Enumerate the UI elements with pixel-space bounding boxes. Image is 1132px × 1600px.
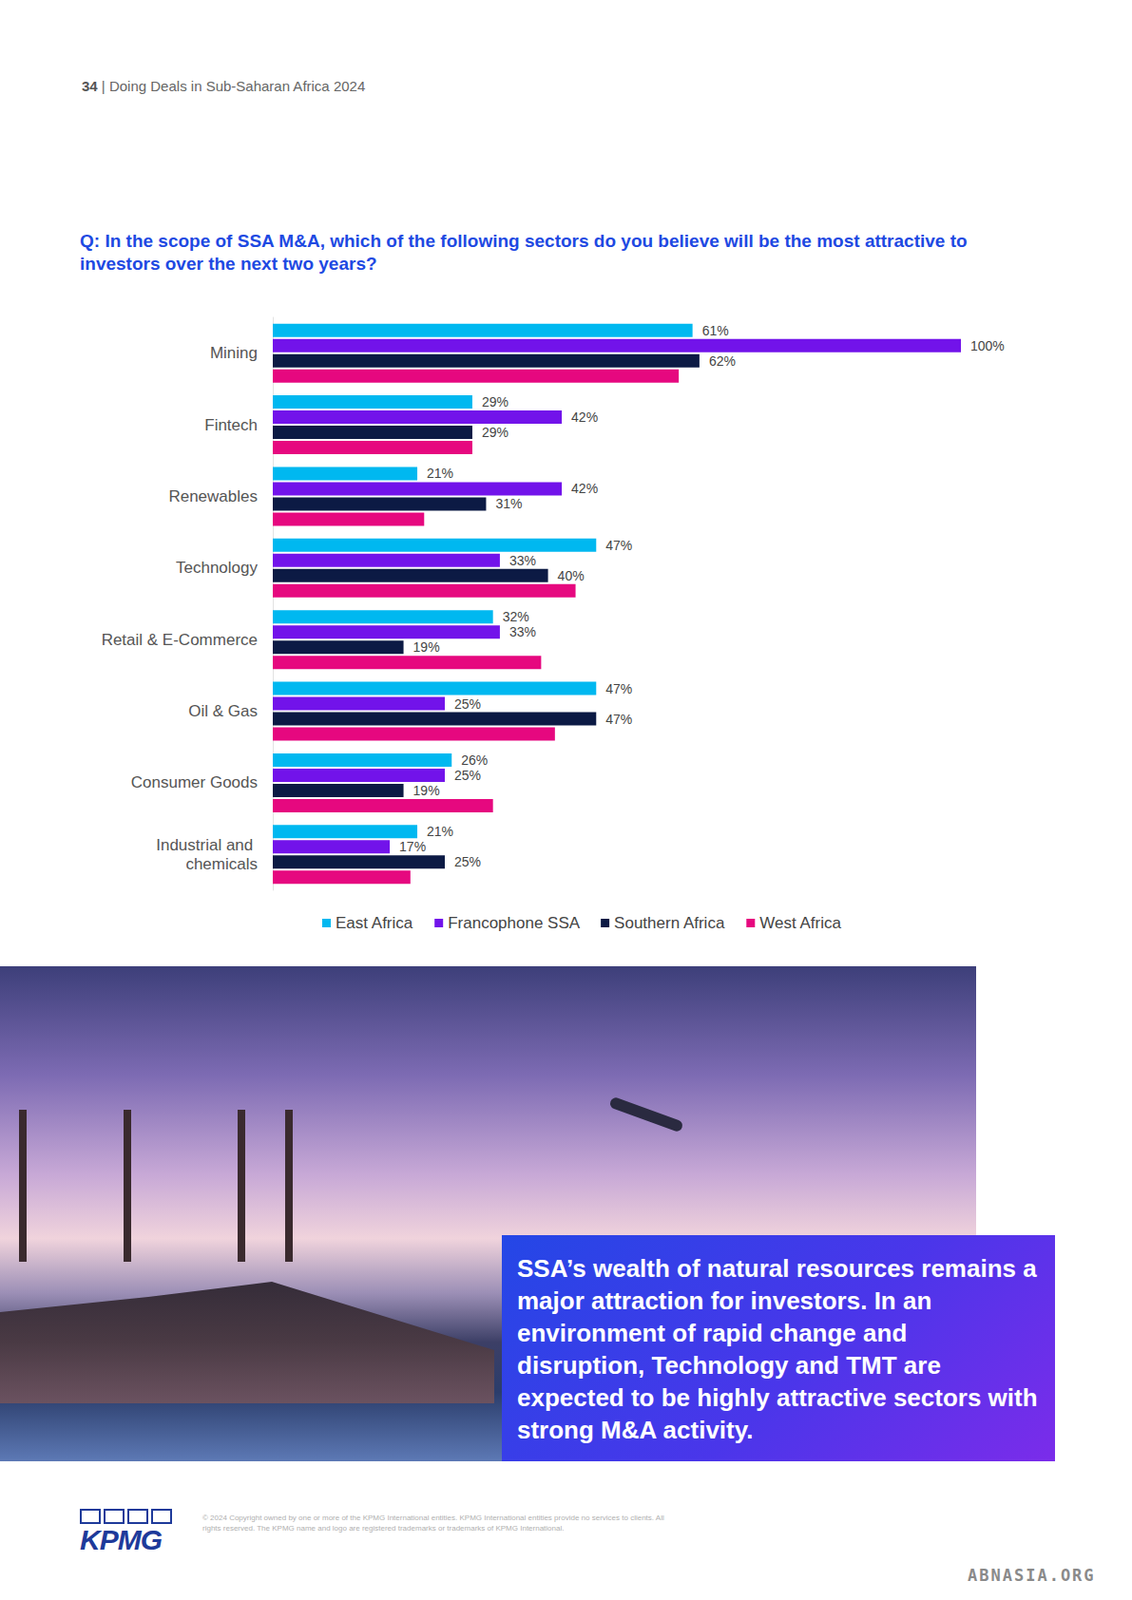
html-text:© 2024 Copyright owned by one: © 2024 Copyright owned by one or more of… (202, 1514, 665, 1534)
svg-text:19%: 19% (413, 639, 441, 655)
svg-text:33%: 33% (509, 624, 537, 640)
svg-text:25%: 25% (454, 767, 481, 784)
svg-text:Industrial and: Industrial and (155, 836, 258, 855)
svg-text:Retail & E-Commerce: Retail & E-Commerce (101, 631, 258, 650)
svg-text:29%: 29% (481, 424, 509, 441)
svg-text:Technology: Technology (175, 558, 259, 577)
html-text:34 | Doing Deals in Sub-Sahara: 34 | Doing Deals in Sub-Saharan Africa 2… (81, 77, 366, 95)
svg-text:Southern Africa: Southern Africa (613, 914, 726, 933)
svg-text:19%: 19% (413, 783, 441, 799)
svg-text:East Africa: East Africa (335, 914, 414, 933)
svg-text:47%: 47% (605, 711, 633, 728)
svg-text:47%: 47% (605, 537, 633, 554)
svg-text:31%: 31% (495, 496, 522, 512)
svg-text:61%: 61% (702, 323, 730, 339)
svg-text:42%: 42% (571, 480, 598, 497)
html-text:KPMG: KPMG (79, 1524, 162, 1556)
svg-text:Consumer Goods: Consumer Goods (131, 773, 258, 792)
svg-text:West Africa: West Africa (759, 914, 842, 933)
svg-text:Renewables: Renewables (168, 487, 258, 506)
svg-text:21%: 21% (426, 465, 454, 481)
svg-text:21%: 21% (426, 824, 454, 840)
svg-text:Fintech: Fintech (204, 416, 258, 435)
svg-text:17%: 17% (399, 839, 426, 855)
html-text:SSA’s wealth of natural resour: SSA’s wealth of natural resources remain… (517, 1254, 1038, 1445)
svg-text:26%: 26% (460, 752, 488, 768)
html-text:Q: In the scope of SSA M&A, wh: Q: In the scope of SSA M&A, which of the… (79, 230, 968, 274)
svg-text:25%: 25% (454, 696, 481, 712)
svg-text:32%: 32% (502, 609, 530, 625)
svg-text:29%: 29% (481, 394, 509, 410)
svg-text:25%: 25% (454, 854, 481, 870)
svg-text:33%: 33% (509, 553, 537, 569)
svg-text:100%: 100% (970, 338, 1005, 354)
html-text:ABNASIA.ORG: ABNASIA.ORG (967, 1566, 1096, 1586)
svg-text:Mining: Mining (210, 344, 258, 363)
svg-text:42%: 42% (571, 409, 598, 425)
svg-text:40%: 40% (557, 568, 585, 584)
svg-text:Oil & Gas: Oil & Gas (188, 702, 258, 721)
svg-text:62%: 62% (709, 353, 736, 369)
svg-text:Francophone SSA: Francophone SSA (447, 914, 581, 933)
svg-text:47%: 47% (605, 681, 633, 697)
svg-text:chemicals: chemicals (185, 855, 258, 874)
